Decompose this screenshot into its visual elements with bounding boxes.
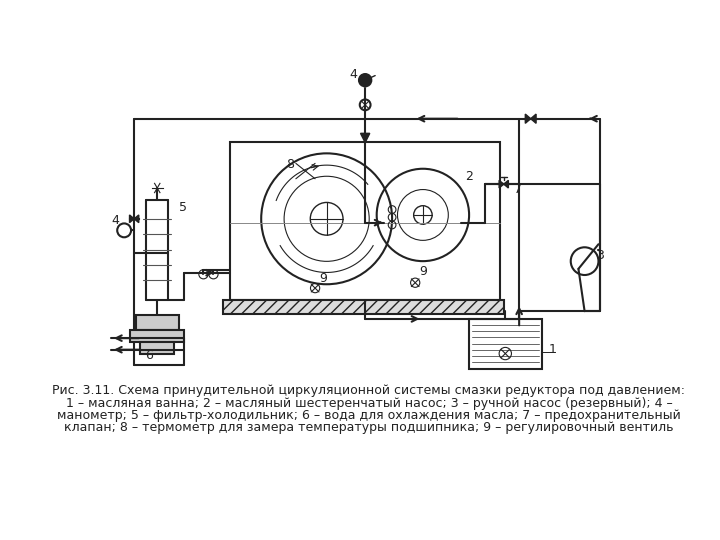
- Bar: [130, 330, 184, 342]
- Text: 6: 6: [145, 349, 153, 362]
- Text: 5: 5: [179, 201, 186, 214]
- Text: манометр; 5 – фильтр-холодильник; 6 – вода для охлаждения масла; 7 – предохранит: манометр; 5 – фильтр-холодильник; 6 – во…: [57, 409, 681, 422]
- Text: 7: 7: [513, 183, 521, 196]
- Text: 8: 8: [287, 158, 294, 171]
- Bar: [140, 342, 174, 354]
- Text: Рис. 3.11. Схема принудительной циркуляционной системы смазки редуктора под давл: Рис. 3.11. Схема принудительной циркуляц…: [53, 384, 685, 397]
- Circle shape: [359, 74, 372, 86]
- Text: 9: 9: [319, 272, 327, 285]
- Text: 2: 2: [465, 170, 473, 183]
- Text: 1 – масляная ванна; 2 – масляный шестеренчатый насос; 3 – ручной насос (резервны: 1 – масляная ванна; 2 – масляный шестере…: [66, 397, 672, 410]
- Bar: [469, 319, 542, 369]
- Polygon shape: [361, 133, 370, 143]
- Polygon shape: [134, 215, 139, 222]
- Text: 4: 4: [111, 214, 119, 227]
- Text: 3: 3: [596, 249, 604, 262]
- Polygon shape: [504, 180, 508, 188]
- Polygon shape: [531, 114, 536, 123]
- Text: 4: 4: [350, 68, 358, 80]
- Bar: [135, 315, 179, 330]
- Polygon shape: [526, 114, 531, 123]
- Bar: [230, 142, 500, 300]
- Text: 1: 1: [549, 343, 556, 356]
- Polygon shape: [499, 180, 504, 188]
- Text: клапан; 8 – термометр для замера температуры подшипника; 9 – регулировочный вент: клапан; 8 – термометр для замера темпера…: [64, 421, 674, 434]
- Text: 9: 9: [419, 265, 427, 278]
- Polygon shape: [130, 215, 134, 222]
- Bar: [222, 300, 504, 314]
